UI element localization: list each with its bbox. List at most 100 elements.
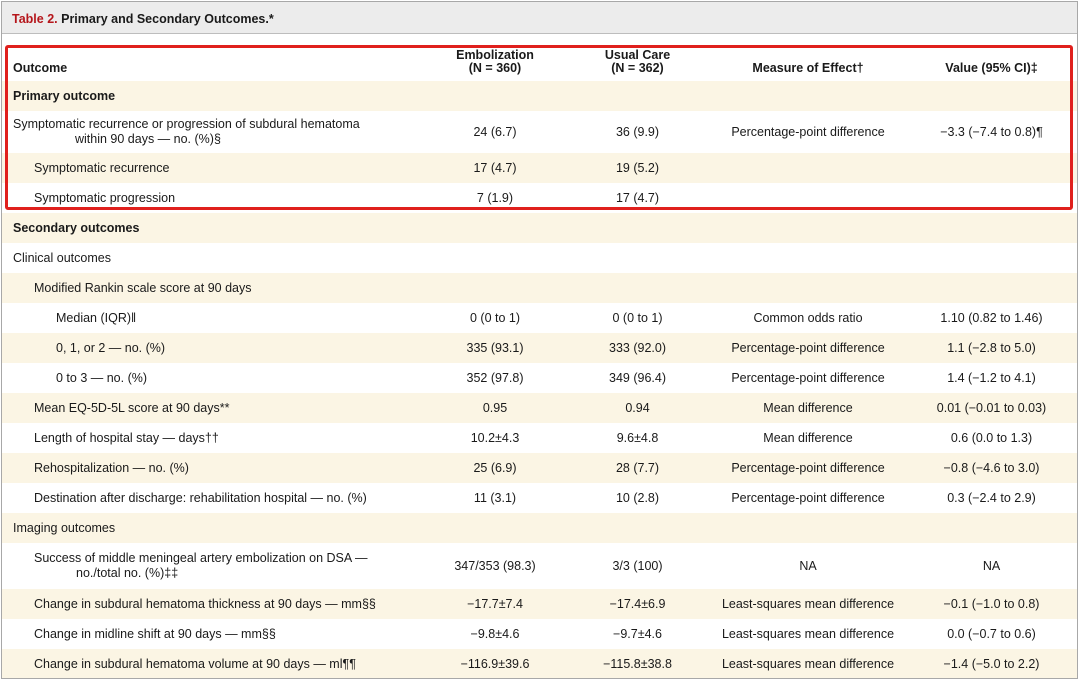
cell-value: −0.1 (−1.0 to 0.8) <box>943 597 1040 611</box>
cell-measure: Least-squares mean difference <box>721 657 895 671</box>
cell-value: 0.3 (−2.4 to 2.9) <box>947 491 1036 505</box>
cell-value <box>904 153 1077 183</box>
cell-measure: Common odds ratio <box>753 311 863 325</box>
cell-value: 1.1 (−2.8 to 5.0) <box>947 341 1036 355</box>
cell-measure <box>712 273 904 303</box>
cell-usual-care: 0 (0 to 1) <box>612 311 663 325</box>
cell-embolization: 0 (0 to 1) <box>469 311 521 325</box>
header-row: Outcome Embolization (N = 360) Usual Car… <box>2 34 1077 81</box>
cell-usual-care: 349 (96.4) <box>609 371 666 385</box>
row-label-continuation: within 90 days — no. (%)§ <box>75 132 221 146</box>
cell-value: NA <box>982 559 1001 573</box>
header-measure: Measure of Effect† <box>752 61 864 75</box>
cell-measure: Percentage-point difference <box>731 491 885 505</box>
cell-embolization: 17 (4.7) <box>473 161 517 175</box>
cell-embolization: 347/353 (98.3) <box>454 559 536 573</box>
cell-measure: Percentage-point difference <box>731 341 885 355</box>
table-row: Symptomatic recurrence or progression of… <box>2 111 1077 153</box>
table-row: Mean EQ-5D-5L score at 90 days** 0.95 0.… <box>2 393 1077 423</box>
cell-measure: Mean difference <box>763 431 853 445</box>
cell-usual-care: 17 (4.7) <box>615 191 660 205</box>
cell-value: −3.3 (−7.4 to 0.8)¶ <box>940 125 1043 139</box>
cell-value: 0.6 (0.0 to 1.3) <box>950 431 1033 445</box>
cell-embolization: 7 (1.9) <box>476 191 514 205</box>
section-label: Clinical outcomes <box>13 251 111 265</box>
table-row: Change in midline shift at 90 days — mm§… <box>2 619 1077 649</box>
section-label: Imaging outcomes <box>13 521 116 535</box>
cell-measure: Percentage-point difference <box>731 461 885 475</box>
row-label: 0 to 3 — no. (%) <box>56 371 148 385</box>
row-label: 0, 1, or 2 — no. (%) <box>56 341 166 355</box>
cell-measure <box>712 153 904 183</box>
header-outcome: Outcome <box>13 61 68 75</box>
row-label: Symptomatic recurrence or progression of… <box>2 111 427 153</box>
cell-value: 1.10 (0.82 to 1.46) <box>940 311 1043 325</box>
table-row: Symptomatic progression 7 (1.9) 17 (4.7) <box>2 183 1077 213</box>
cell-value: −1.4 (−5.0 to 2.2) <box>943 657 1040 671</box>
row-label: Symptomatic progression <box>34 191 176 205</box>
cell-usual-care: 36 (9.9) <box>615 125 660 139</box>
section-label: Primary outcome <box>13 89 116 103</box>
row-label: Median (IQR)‖ <box>56 311 137 325</box>
header-embolization-name: Embolization <box>456 48 534 62</box>
header-usual-care: Usual Care (N = 362) <box>563 34 712 81</box>
cell-embolization: 352 (97.8) <box>466 371 524 385</box>
cell-usual-care: −17.4±6.9 <box>609 597 666 611</box>
cell-embolization: 25 (6.9) <box>473 461 517 475</box>
row-label: Change in midline shift at 90 days — mm§… <box>34 627 276 641</box>
cell-usual-care: −115.8±38.8 <box>603 657 672 671</box>
table-row: Success of middle meningeal artery embol… <box>2 543 1077 589</box>
cell-usual-care: 10 (2.8) <box>615 491 660 505</box>
cell-embolization: 11 (3.1) <box>473 491 517 505</box>
section-row-primary: Primary outcome <box>2 81 1077 111</box>
cell-usual-care: 0.94 <box>625 401 650 415</box>
cell-embolization: −9.8±4.6 <box>470 627 520 641</box>
row-label: Mean EQ-5D-5L score at 90 days** <box>34 401 230 415</box>
section-row-secondary: Secondary outcomes <box>2 213 1077 243</box>
table-row: Destination after discharge: rehabilitat… <box>2 483 1077 513</box>
section-label: Secondary outcomes <box>13 221 140 235</box>
table-caption: Table 2. Primary and Secondary Outcomes.… <box>2 2 1077 34</box>
table-number: Table 2. <box>12 12 58 26</box>
cell-measure: Percentage-point difference <box>731 125 885 139</box>
cell-usual-care: 28 (7.7) <box>615 461 660 475</box>
cell-measure: Least-squares mean difference <box>721 597 895 611</box>
cell-value: 1.4 (−1.2 to 4.1) <box>947 371 1036 385</box>
table-title: Primary and Secondary Outcomes.* <box>61 12 274 26</box>
outcomes-table: Outcome Embolization (N = 360) Usual Car… <box>2 34 1077 678</box>
cell-measure: NA <box>799 559 817 573</box>
cell-measure: Mean difference <box>763 401 853 415</box>
table-row: Length of hospital stay — days†† 10.2±4.… <box>2 423 1077 453</box>
cell-usual-care: 19 (5.2) <box>615 161 660 175</box>
table-row: 0, 1, or 2 — no. (%) 335 (93.1) 333 (92.… <box>2 333 1077 363</box>
row-label: Change in subdural hematoma volume at 90… <box>34 657 356 671</box>
header-embolization: Embolization (N = 360) <box>427 34 563 81</box>
table-row: Rehospitalization — no. (%) 25 (6.9) 28 … <box>2 453 1077 483</box>
cell-usual-care <box>563 273 712 303</box>
cell-usual-care: −9.7±4.6 <box>613 627 662 641</box>
cell-usual-care: 9.6±4.8 <box>616 431 659 445</box>
table-row: Modified Rankin scale score at 90 days <box>2 273 1077 303</box>
table-row: Symptomatic recurrence 17 (4.7) 19 (5.2) <box>2 153 1077 183</box>
cell-value <box>904 273 1077 303</box>
cell-value: 0.01 (−0.01 to 0.03) <box>936 401 1047 415</box>
cell-embolization: 10.2±4.3 <box>470 431 520 445</box>
cell-embolization <box>427 273 563 303</box>
cell-measure: Least-squares mean difference <box>721 627 895 641</box>
header-usual-care-name: Usual Care <box>604 48 671 62</box>
header-embolization-n: (N = 360) <box>468 61 522 75</box>
table-row: 0 to 3 — no. (%) 352 (97.8) 349 (96.4) P… <box>2 363 1077 393</box>
row-label: Success of middle meningeal artery embol… <box>2 543 427 589</box>
row-label: Symptomatic recurrence <box>34 161 170 175</box>
row-label: Rehospitalization — no. (%) <box>34 461 189 475</box>
header-value: Value (95% CI)‡ <box>945 61 1038 75</box>
row-label-text: Symptomatic recurrence or progression of… <box>13 117 360 131</box>
cell-usual-care: 3/3 (100) <box>612 559 663 573</box>
cell-value <box>904 183 1077 213</box>
cell-value: 0.0 (−0.7 to 0.6) <box>947 627 1036 641</box>
cell-embolization: 24 (6.7) <box>473 125 517 139</box>
row-label: Change in subdural hematoma thickness at… <box>34 597 376 611</box>
cell-measure <box>712 183 904 213</box>
section-row-imaging: Imaging outcomes <box>2 513 1077 543</box>
table-row: Median (IQR)‖ 0 (0 to 1) 0 (0 to 1) Comm… <box>2 303 1077 333</box>
